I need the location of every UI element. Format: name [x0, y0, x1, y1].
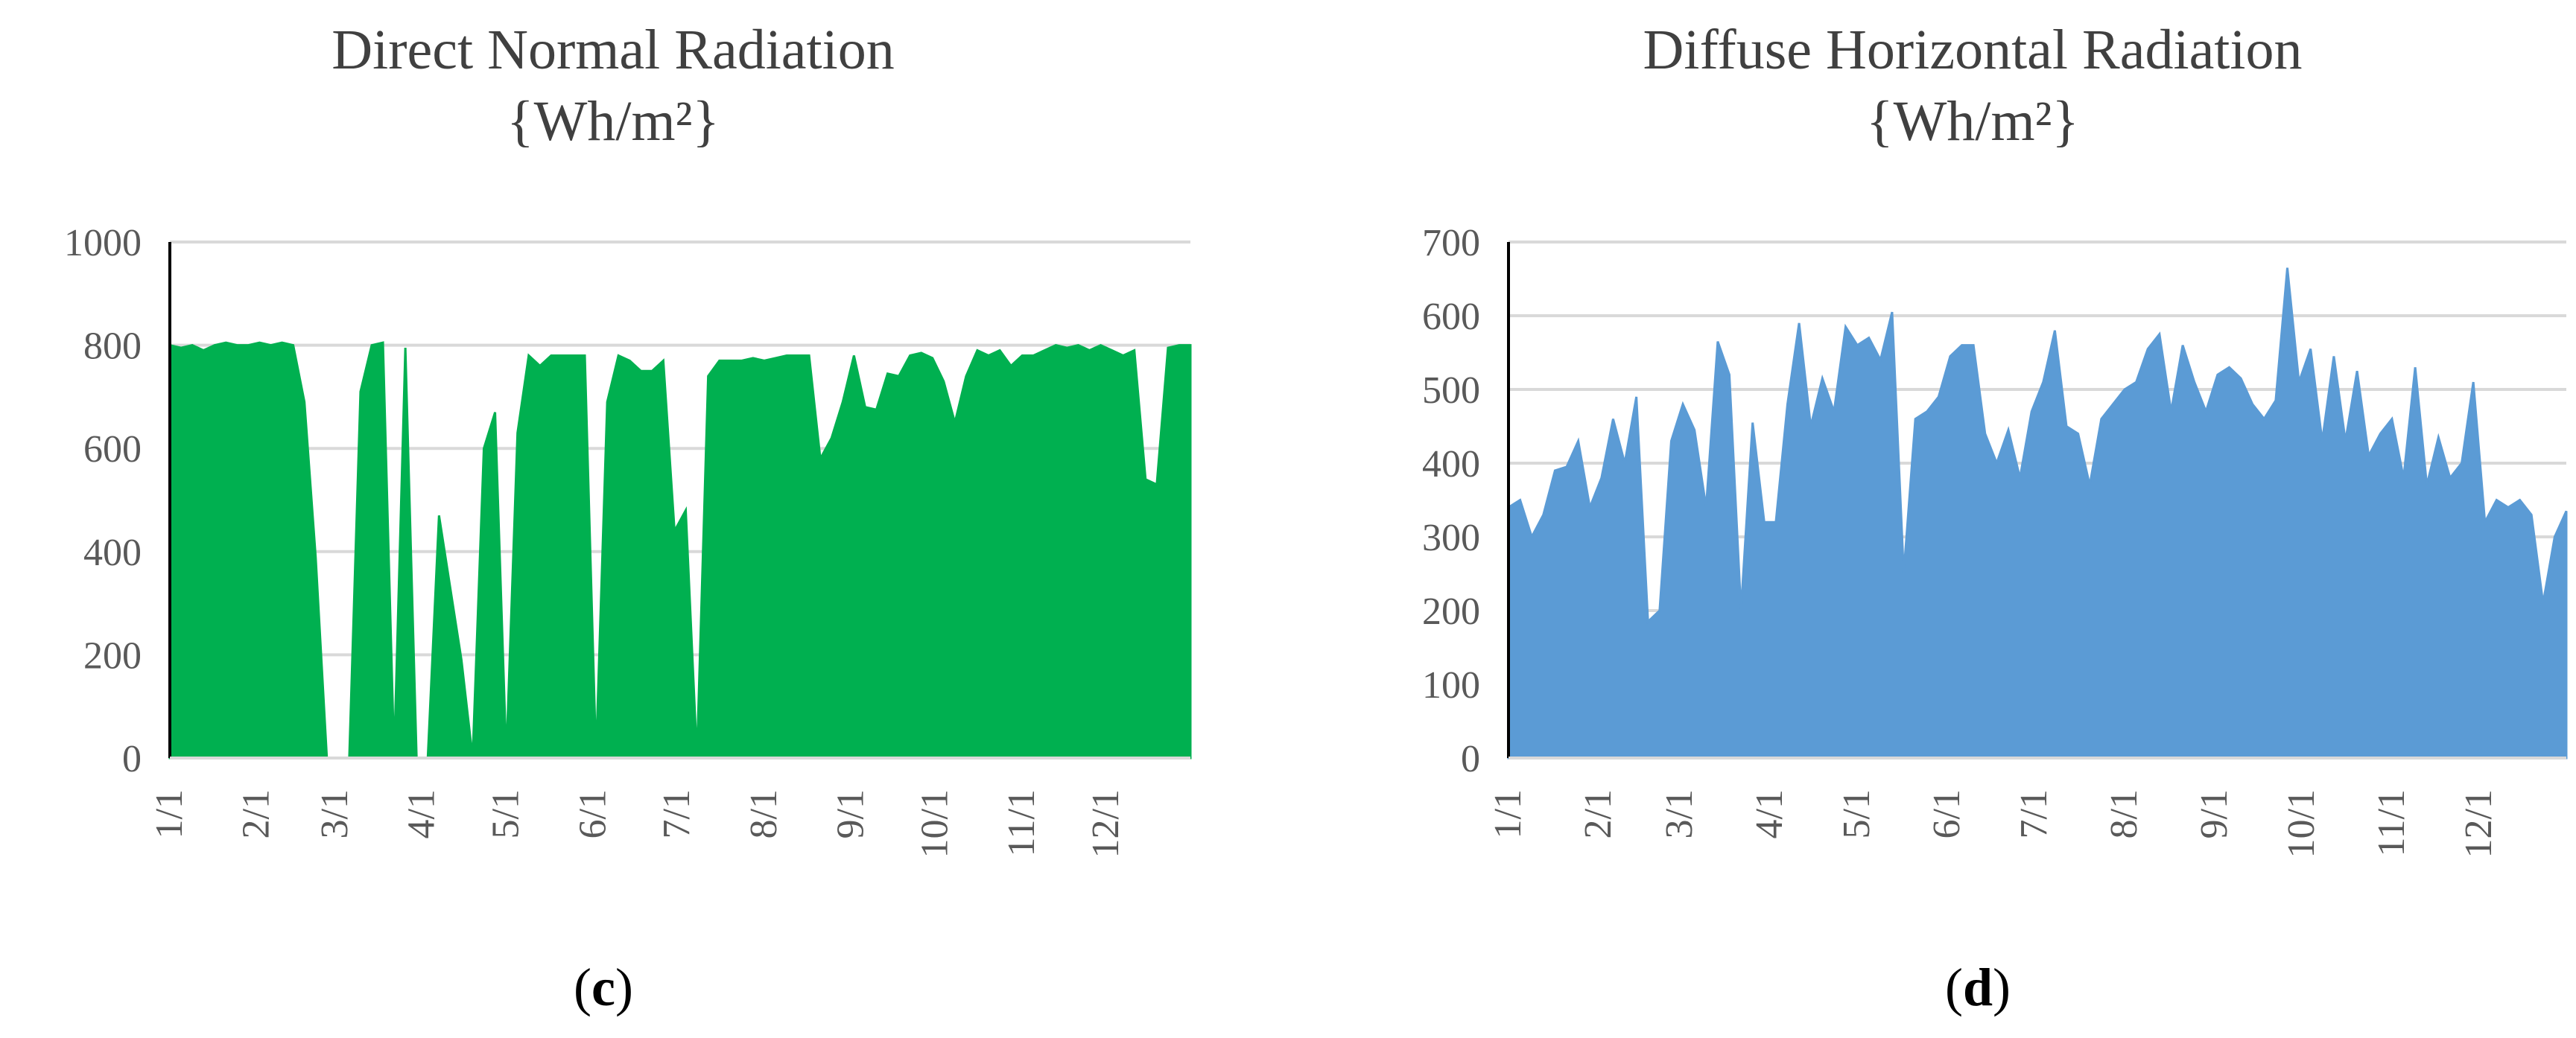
chart-c-ytick-label: 1000: [64, 222, 142, 264]
chart-c-units: {Wh/m²}: [507, 90, 720, 153]
chart-c-ytick-label: 400: [83, 532, 142, 574]
chart-d-xtick-label: 2/1: [1577, 789, 1619, 838]
chart-c-xtick-label: 3/1: [314, 789, 356, 838]
chart-c-xtick-label: 11/1: [1000, 789, 1043, 857]
chart-c-xtick-label: 6/1: [571, 789, 614, 838]
chart-d-xtick-label: 6/1: [1926, 789, 1968, 838]
chart-c-xtick-label: 7/1: [656, 789, 698, 838]
chart-c-ytick-label: 800: [83, 325, 142, 368]
chart-c-xtick-label: 12/1: [1085, 789, 1127, 858]
chart-c-xtick-label: 1/1: [148, 789, 191, 838]
chart-d-units: {Wh/m²}: [1866, 90, 2079, 153]
chart-c-plot: 0 200 400 600 800 1000 1/1 2/1 3/1 4/1 5/1 6/1 7/1 8/…: [64, 222, 1192, 858]
chart-c-xtick-label: 5/1: [485, 789, 527, 838]
chart-d-ytick-label: 600: [1422, 296, 1480, 338]
chart-c-caption-letter: c: [591, 958, 615, 1017]
chart-c-xtick-label: 4/1: [401, 789, 443, 838]
chart-c-ytick-label: 600: [83, 428, 142, 471]
chart-c-xtick-label: 2/1: [235, 789, 278, 838]
chart-d-caption: (d): [1945, 958, 2011, 1017]
chart-panel-d: Diffuse Horizontal Radiation {Wh/m²} 0 10…: [1422, 19, 2568, 1017]
chart-d-xtick-label: 12/1: [2458, 789, 2500, 858]
chart-d-xtick-label: 5/1: [1836, 789, 1878, 838]
chart-d-series-area: [1507, 267, 2568, 760]
chart-d-ytick-label: 200: [1422, 590, 1480, 633]
chart-c-xtick-label: 9/1: [830, 789, 872, 838]
chart-d-ytick-label: 700: [1422, 222, 1480, 264]
chart-c-xtick-label: 10/1: [914, 789, 957, 858]
chart-d-xtick-label: 9/1: [2193, 789, 2236, 838]
chart-d-ytick-label: 300: [1422, 517, 1480, 559]
chart-d-xtick-label: 1/1: [1487, 789, 1529, 838]
chart-d-caption-letter: d: [1963, 958, 1993, 1017]
chart-d-ytick-label: 500: [1422, 369, 1480, 412]
chart-d-title: Diffuse Horizontal Radiation: [1643, 19, 2302, 81]
chart-d-ytick-label: 100: [1422, 664, 1480, 707]
chart-d-xtick-label: 4/1: [1748, 789, 1791, 838]
chart-d-xtick-label: 3/1: [1658, 789, 1701, 838]
chart-c-title: Direct Normal Radiation: [331, 19, 895, 81]
chart-d-ytick-label: 400: [1422, 443, 1480, 485]
chart-panel-c: Direct Normal Radiation {Wh/m²} 0 200 400 6…: [64, 19, 1192, 1017]
chart-c-ytick-label: 0: [122, 738, 142, 780]
chart-d-ytick-label: 0: [1461, 738, 1480, 780]
chart-c-ytick-label: 200: [83, 634, 142, 677]
chart-d-xtick-label: 7/1: [2013, 789, 2055, 838]
chart-d-xtick-label: 11/1: [2370, 789, 2413, 857]
chart-c-caption: (c): [574, 958, 633, 1017]
chart-d-plot: 0 100 200 300 400 500 600 700 1/1 2/1 3/1 4/1 5/1 6/1…: [1422, 222, 2568, 858]
chart-d-xtick-label: 10/1: [2280, 789, 2323, 858]
chart-c-xtick-label: 8/1: [743, 789, 785, 838]
chart-d-xtick-label: 8/1: [2103, 789, 2145, 838]
